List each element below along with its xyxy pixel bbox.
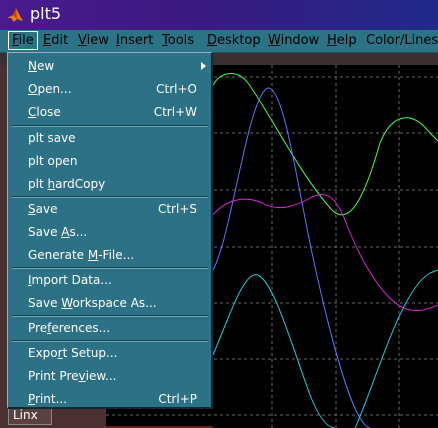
menu-desktop[interactable]: Desktop bbox=[207, 33, 261, 48]
menu-item-import-data[interactable]: Import Data... bbox=[28, 273, 112, 287]
menu-item-new[interactable]: New bbox=[28, 59, 55, 73]
menu-color-lines[interactable]: Color/Lines bbox=[366, 33, 438, 48]
menu-view[interactable]: View bbox=[78, 33, 109, 48]
menu-item-close[interactable]: Close bbox=[28, 105, 61, 119]
menu-window[interactable]: Window bbox=[268, 33, 320, 48]
menu-bar: File Edit View Insert Tools Desktop Wind… bbox=[0, 30, 438, 53]
menu-item-preferences[interactable]: Preferences... bbox=[28, 321, 111, 335]
blue-curve bbox=[212, 87, 371, 428]
shortcut-print: Ctrl+P bbox=[158, 392, 197, 406]
matlab-logo-icon bbox=[7, 8, 23, 22]
menu-insert[interactable]: Insert bbox=[116, 33, 154, 48]
menu-item-print-preview[interactable]: Print Preview... bbox=[28, 369, 117, 383]
shortcut-open: Ctrl+O bbox=[156, 82, 197, 96]
menu-separator bbox=[12, 125, 208, 127]
menu-file[interactable]: File bbox=[8, 31, 38, 50]
menu-separator bbox=[12, 340, 208, 342]
menu-item-save-as[interactable]: Save As... bbox=[28, 225, 88, 239]
menu-separator bbox=[12, 315, 208, 317]
menu-item-plt-open[interactable]: plt open bbox=[28, 154, 78, 168]
cyan-curve bbox=[212, 269, 438, 428]
menu-item-plt-save[interactable]: plt save bbox=[28, 131, 76, 145]
menu-item-open[interactable]: Open... bbox=[28, 82, 72, 96]
file-menu: New Open... Ctrl+O Close Ctrl+W plt save… bbox=[7, 52, 213, 409]
menu-item-save[interactable]: Save bbox=[28, 202, 58, 216]
menu-item-save-workspace[interactable]: Save Workspace As... bbox=[28, 296, 157, 310]
menu-separator bbox=[12, 267, 208, 269]
menu-item-plt-hardcopy[interactable]: plt hardCopy bbox=[28, 177, 106, 191]
menu-edit[interactable]: Edit bbox=[43, 33, 69, 48]
window-title: plt5 bbox=[30, 4, 62, 23]
shortcut-save: Ctrl+S bbox=[157, 202, 197, 216]
shortcut-close: Ctrl+W bbox=[153, 105, 197, 119]
menu-separator bbox=[12, 196, 208, 198]
menu-item-generate-mfile[interactable]: Generate M-File... bbox=[28, 248, 135, 262]
magenta-curve bbox=[212, 194, 438, 311]
menu-tools[interactable]: Tools bbox=[162, 33, 195, 48]
menu-item-export-setup[interactable]: Export Setup... bbox=[28, 346, 118, 360]
menu-help[interactable]: Help bbox=[327, 33, 357, 48]
green-curve bbox=[212, 73, 438, 216]
menu-item-print[interactable]: Print... bbox=[28, 392, 68, 406]
submenu-arrow-icon bbox=[201, 62, 206, 70]
title-bar: plt5 bbox=[0, 0, 438, 30]
